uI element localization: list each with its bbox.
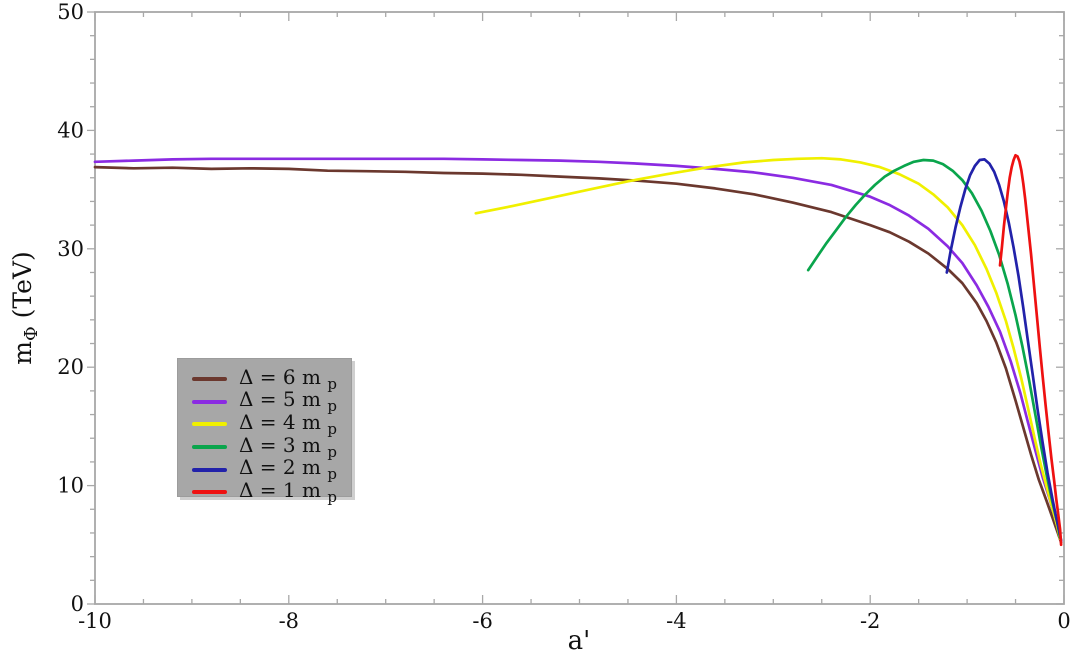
legend-line-swatch: [192, 377, 227, 382]
legend-label: Δ = 3 m p: [239, 432, 337, 461]
y-tick-label: 10: [57, 474, 84, 498]
y-axis-label-base: m: [8, 341, 37, 365]
legend-label: Δ = 6 m p: [239, 364, 337, 393]
legend-line-swatch: [192, 467, 227, 472]
legend-line-swatch: [192, 422, 227, 427]
curve-series-0: [93, 165, 1063, 544]
curve-series-3: [806, 158, 1062, 540]
legend-label: Δ = 2 m p: [239, 455, 337, 484]
legend-item: Δ = 3 m p: [178, 432, 351, 461]
y-axis-label: mΦ (TeV): [8, 251, 42, 365]
y-axis-label-sub: Φ: [21, 326, 42, 342]
x-tick-label: -8: [279, 609, 299, 633]
y-tick-label: 20: [57, 355, 84, 379]
x-tick-label: -2: [860, 609, 880, 633]
legend-item: Δ = 2 m p: [178, 455, 351, 484]
curve-series-2: [474, 156, 1062, 541]
x-axis-label: a': [567, 626, 591, 656]
y-tick-label: 30: [57, 237, 84, 261]
legend-item: Δ = 4 m p: [178, 409, 351, 438]
x-tick-label: -6: [472, 609, 492, 633]
legend-line-swatch: [192, 490, 227, 495]
legend-item: Δ = 5 m p: [178, 387, 351, 416]
legend-label: Δ = 5 m p: [239, 387, 337, 416]
legend-line-swatch: [192, 399, 227, 404]
legend-item: Δ = 6 m p: [178, 364, 351, 393]
curve-series-5: [998, 153, 1063, 547]
x-tick-label: -10: [78, 609, 112, 633]
x-tick-label: -4: [666, 609, 686, 633]
legend-label: Δ = 4 m p: [239, 409, 337, 438]
x-tick-label: 0: [1057, 609, 1070, 633]
legend-item: Δ = 1 m p: [178, 477, 351, 506]
y-tick-label: 50: [57, 0, 84, 24]
legend-label: Δ = 1 m p: [239, 477, 337, 506]
y-tick-label: 40: [57, 118, 84, 142]
y-tick-label: 0: [71, 592, 84, 616]
y-axis-label-unit: (TeV): [8, 251, 37, 327]
plot-frame: [94, 11, 1065, 605]
legend-line-swatch: [192, 445, 227, 450]
curve-series-1: [93, 157, 1063, 543]
